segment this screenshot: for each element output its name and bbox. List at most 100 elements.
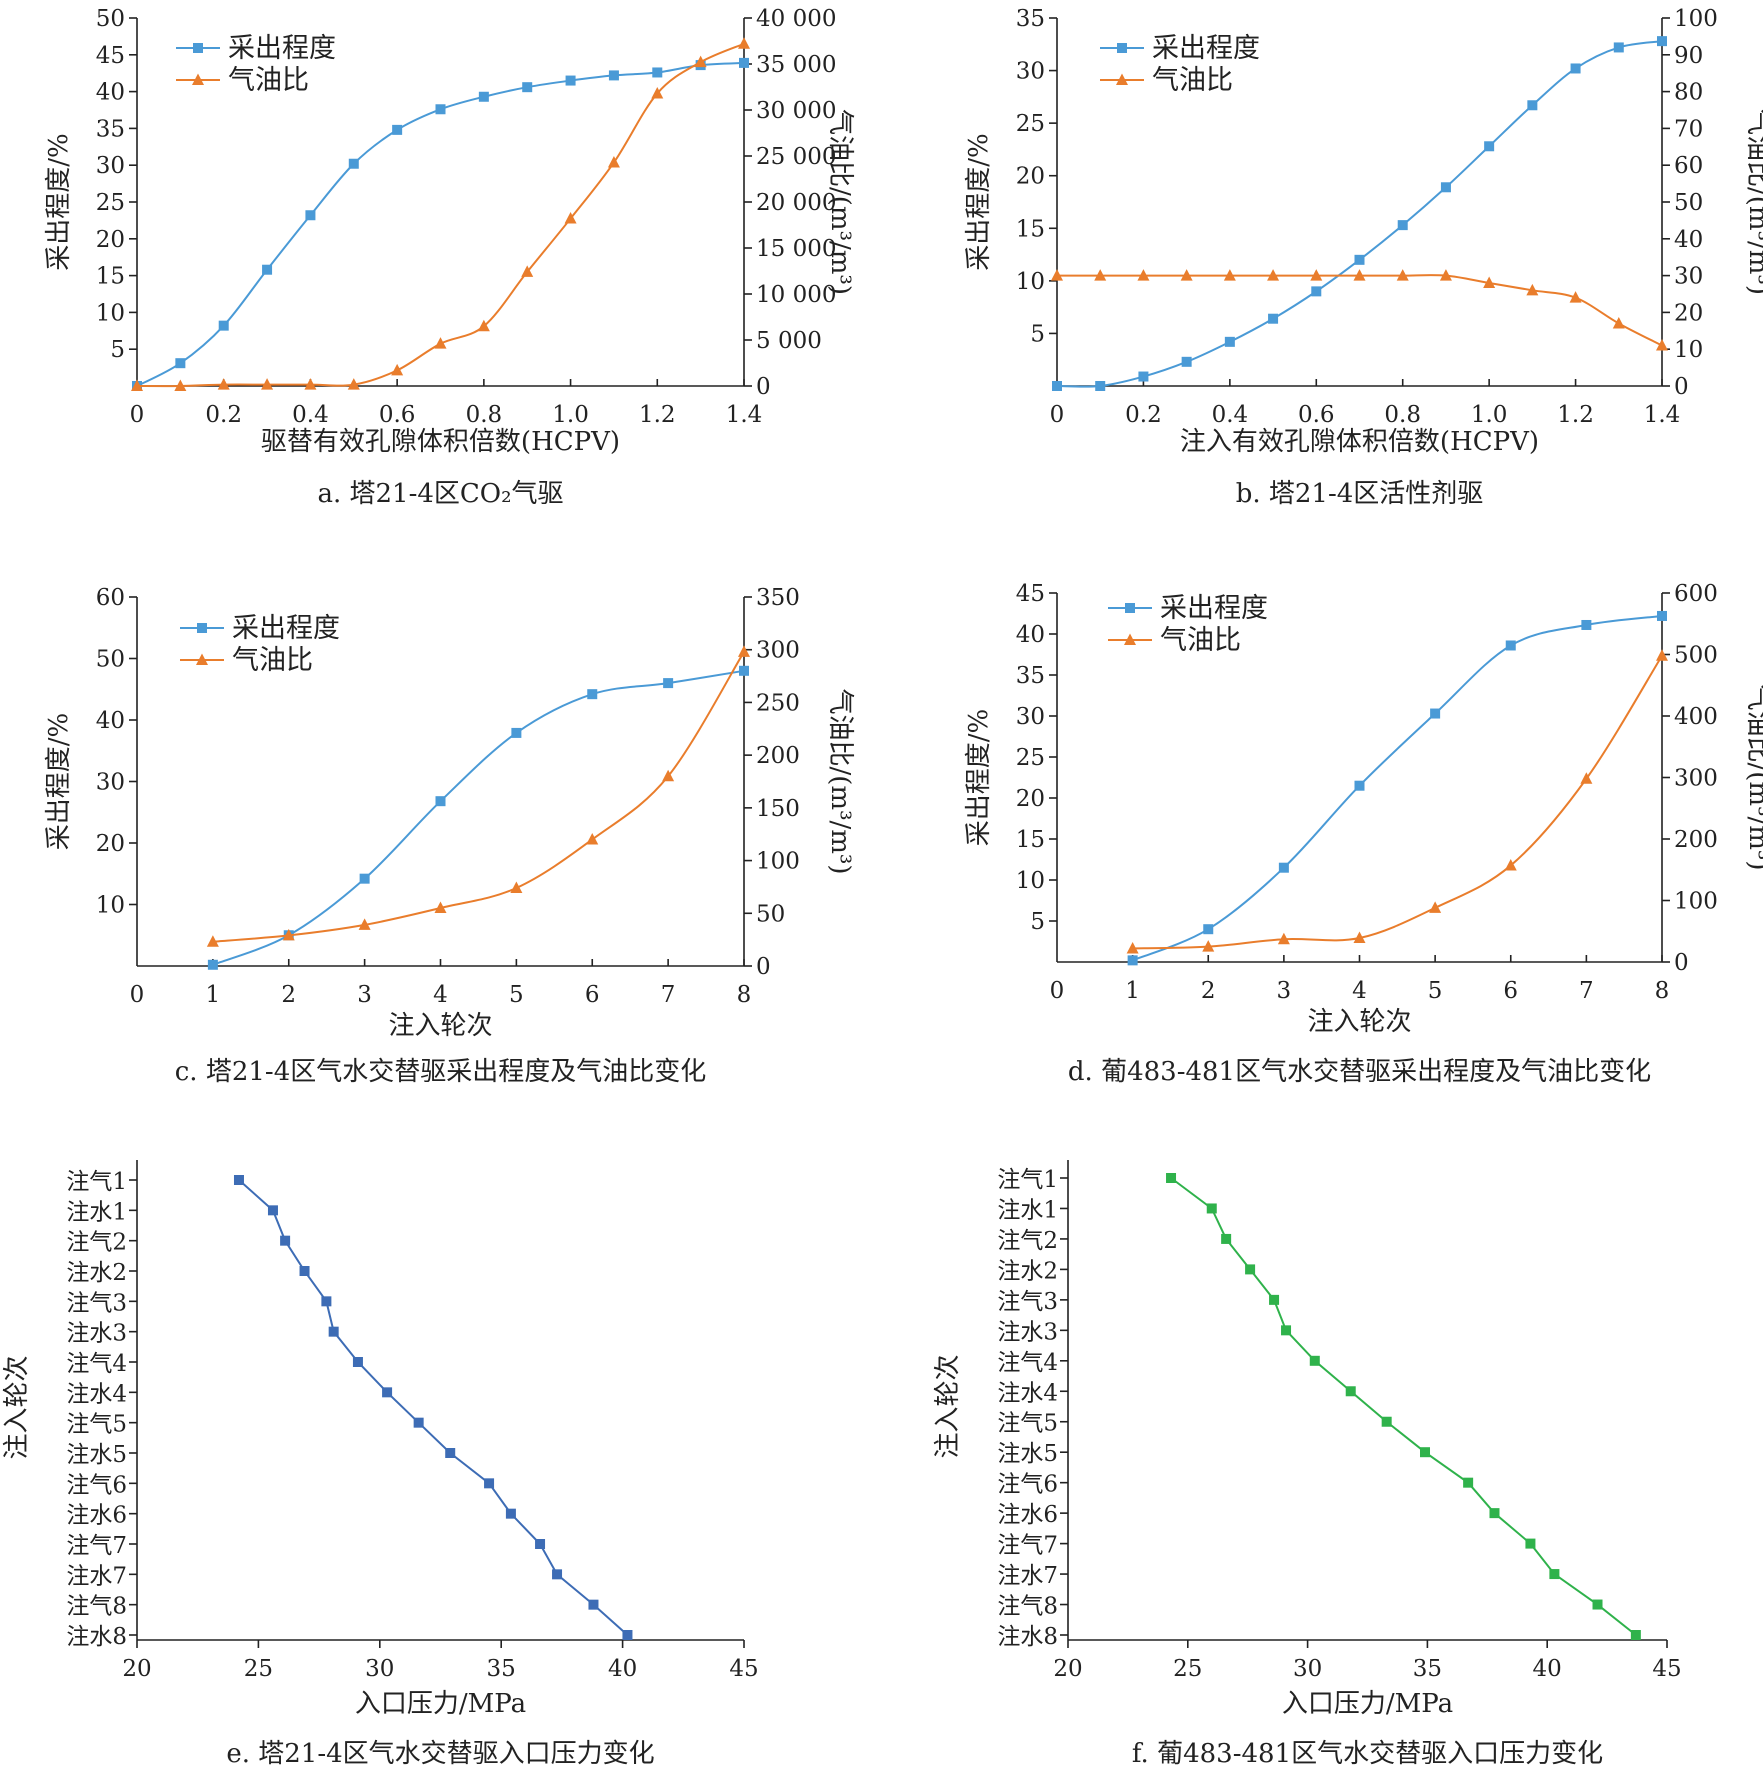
y-axis-label: 采出程度/%: [964, 133, 994, 270]
data-point: [1504, 858, 1517, 871]
y-tick-label: 注水2: [66, 1260, 127, 1286]
data-point: [174, 379, 187, 391]
y2-axis-label: 气油比/(m³/m³): [1743, 685, 1763, 871]
x-tick-label: 35: [1413, 1656, 1442, 1682]
data-point: [1354, 254, 1365, 265]
data-point: [1463, 1477, 1474, 1488]
data-point: [1221, 1233, 1232, 1244]
y-tick-label: 15: [1016, 827, 1045, 853]
x-tick-label: 5: [1428, 978, 1443, 1004]
y2-tick-label: 150: [756, 796, 800, 822]
data-point: [207, 959, 218, 970]
data-point: [587, 689, 598, 700]
data-point: [1381, 1416, 1392, 1427]
series-line: [1056, 40, 1663, 388]
data-point: [358, 918, 371, 930]
y2-tick-label: 30 000: [756, 98, 836, 124]
data-point: [1570, 63, 1581, 74]
y2-tick-label: 100: [756, 849, 800, 875]
x-tick-label: 6: [585, 982, 600, 1008]
legend-marker: [196, 653, 208, 665]
series-line: [212, 651, 745, 943]
data-point: [262, 264, 273, 275]
y2-tick-label: 500: [1674, 643, 1718, 669]
data-point: [1525, 1538, 1536, 1549]
y-tick-label: 注气5: [66, 1412, 127, 1438]
data-point: [535, 1539, 546, 1549]
y-tick-label: 10: [96, 893, 125, 919]
y-tick-label: 注水1: [997, 1197, 1058, 1223]
data-point: [1051, 269, 1063, 281]
data-point: [1505, 640, 1516, 651]
x-tick-label: 45: [1652, 1656, 1681, 1682]
x-axis-label: 入口压力/MPa: [355, 1689, 526, 1719]
y2-tick-label: 100: [1674, 6, 1718, 32]
x-tick-label: 2: [281, 982, 296, 1008]
y-tick-label: 注水4: [997, 1380, 1058, 1406]
legend-label: 采出程度: [1152, 33, 1260, 64]
legend-marker: [197, 623, 207, 633]
y2-tick-label: 35 000: [756, 52, 836, 78]
data-point: [206, 935, 219, 947]
data-point: [1166, 1173, 1177, 1183]
y-tick-label: 15: [1016, 216, 1045, 242]
data-point: [445, 1448, 456, 1458]
y-tick-label: 25: [96, 190, 125, 216]
data-point: [1281, 1325, 1292, 1336]
data-point: [413, 1417, 424, 1428]
series-line: [1057, 274, 1663, 347]
legend-marker: [1117, 43, 1127, 53]
x-tick-label: 1.4: [726, 402, 763, 428]
data-point: [607, 155, 620, 168]
data-point: [1345, 1386, 1356, 1397]
data-point: [217, 378, 230, 390]
y-tick-label: 5: [1030, 321, 1045, 347]
y2-tick-label: 20: [1674, 300, 1703, 326]
x-tick-label: 0.4: [1212, 402, 1249, 428]
legend-marker: [192, 73, 204, 85]
x-tick-label: 0.6: [379, 402, 416, 428]
chart-caption: a. 塔21-4区CO₂气驱: [317, 479, 563, 509]
y2-tick-label: 40: [1674, 227, 1703, 253]
data-point: [1309, 1355, 1320, 1366]
data-point: [1429, 901, 1442, 913]
y2-tick-label: 20 000: [756, 190, 836, 216]
x-tick-label: 1.2: [639, 402, 676, 428]
y2-tick-label: 350: [756, 585, 800, 611]
x-tick-label: 25: [244, 1656, 273, 1682]
y-tick-label: 45: [1016, 581, 1045, 607]
data-point: [1440, 182, 1451, 193]
data-point: [304, 378, 317, 390]
data-point: [1439, 269, 1452, 281]
data-point: [1245, 1264, 1256, 1275]
y-tick-label: 注气2: [66, 1230, 127, 1256]
y2-tick-label: 400: [1674, 704, 1718, 730]
data-point: [435, 796, 446, 807]
x-tick-label: 45: [729, 1656, 758, 1682]
data-point: [1310, 269, 1323, 281]
x-tick-label: 0: [130, 402, 145, 428]
y-tick-label: 35: [96, 116, 125, 142]
legend-label: 气油比: [232, 645, 313, 676]
series-0: [1052, 36, 1667, 391]
x-tick-label: 0.8: [1384, 402, 1421, 428]
data-point: [510, 881, 523, 893]
data-point: [175, 358, 186, 369]
x-tick-label: 1.2: [1557, 402, 1594, 428]
data-point: [392, 124, 403, 135]
data-point: [1657, 36, 1667, 47]
series-line: [1170, 1177, 1637, 1636]
x-tick-label: 4: [433, 982, 448, 1008]
y-axis-label: 采出程度/%: [44, 713, 74, 850]
y-tick-label: 10: [96, 300, 125, 326]
data-point: [299, 1266, 310, 1276]
y2-tick-label: 600: [1674, 581, 1718, 607]
y-tick-label: 注气6: [66, 1472, 127, 1498]
x-axis-label: 入口压力/MPa: [1282, 1689, 1453, 1719]
x-axis-label: 注入有效孔隙体积倍数(HCPV): [1180, 427, 1539, 457]
series-0: [233, 1175, 633, 1640]
x-tick-label: 4: [1352, 978, 1367, 1004]
data-point: [359, 873, 370, 884]
y-tick-label: 注气4: [66, 1351, 127, 1377]
data-point: [1354, 780, 1365, 791]
